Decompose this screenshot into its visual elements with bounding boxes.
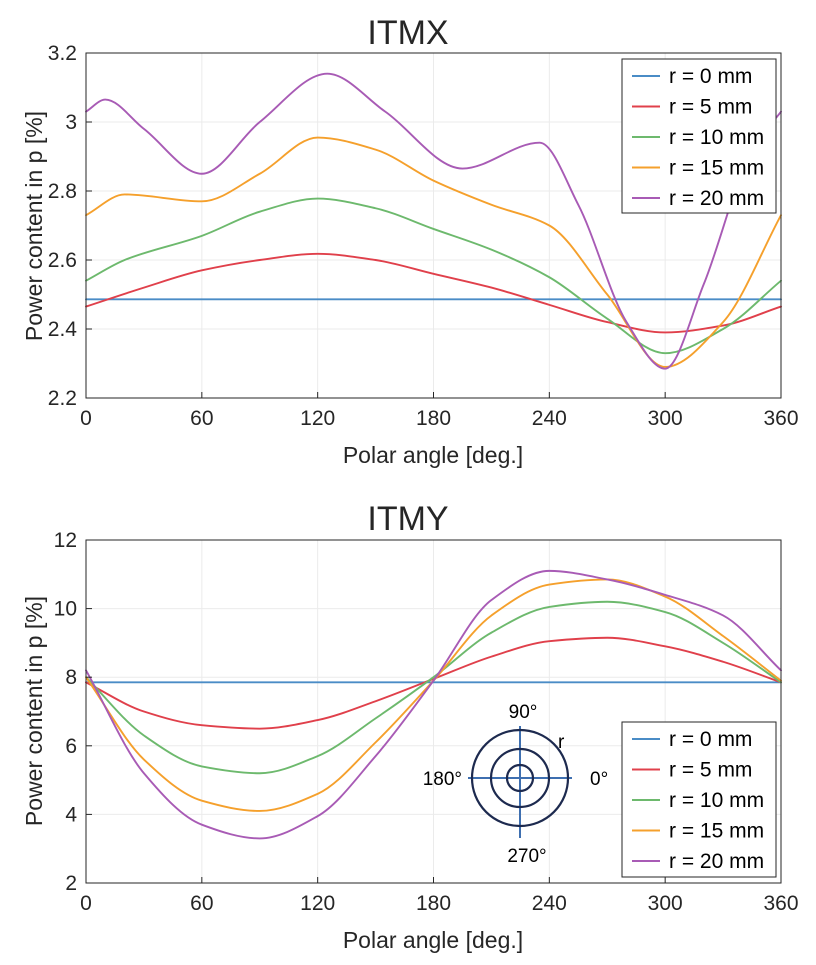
y-tick-label: 12 [54,529,77,552]
y-tick-label: 2.4 [48,318,78,341]
x-tick-label: 240 [532,407,567,430]
series-lines [85,72,782,370]
x-tick-label: 60 [190,892,213,915]
legend-label: r = 20 mm [669,187,764,210]
legend-label: r = 10 mm [669,126,764,149]
y-tick-label: 2.8 [48,180,77,203]
y-tick-label: 2.6 [48,249,77,272]
y-axis-label: Power content in p [%] [21,111,47,341]
x-axis-label: Polar angle [deg.] [343,927,523,953]
y-tick-label: 6 [65,735,77,758]
tick-labels: 0 60 120 180 240 300 360 2 4 6 8 10 12 [54,529,799,915]
polar-inset-diagram: 90° 270° 180° 0° r [423,702,608,867]
inset-middle-ring [489,747,551,809]
x-tick-label: 180 [416,407,451,430]
y-tick-label: 4 [65,803,77,826]
x-tick-label: 120 [300,407,335,430]
y-tick-label: 3 [65,111,77,134]
legend-label: r = 20 mm [669,850,764,873]
legend-label: r = 15 mm [669,157,764,180]
y-tick-label: 2 [65,872,77,895]
inset-label-0: 0° [590,769,608,790]
inset-label-r: r [558,732,565,753]
inset-label-90: 90° [509,702,538,723]
x-tick-label: 300 [648,407,683,430]
x-tick-label: 60 [190,407,213,430]
series-line-5 [85,569,782,840]
legend: r = 0 mm r = 5 mm r = 10 mm r = 15 mm r = 20… [621,721,777,878]
x-tick-label: 0 [80,407,92,430]
y-tick-label: 8 [65,666,77,689]
x-tick-label: 180 [416,892,451,915]
series-line-3 [85,197,782,355]
legend-label: r = 0 mm [669,728,752,751]
legend-label: r = 10 mm [669,789,764,812]
x-tick-label: 0 [80,892,92,915]
series-line-3 [85,600,782,775]
inset-inner-ring [505,763,535,793]
series-line-2 [85,252,782,334]
legend: r = 0 mm r = 5 mm r = 10 mm r = 15 mm r = 20… [621,58,777,214]
series-line-2 [85,636,782,730]
y-tick-label: 2.2 [48,387,77,410]
x-tick-label: 120 [300,892,335,915]
chart-title: ITMX [367,14,448,52]
x-tick-label: 360 [763,407,798,430]
tick-labels: 0 60 120 180 240 300 360 2.2 2.4 2.6 2.8 3 3.2 [48,42,799,430]
y-axis-label: Power content in p [%] [21,596,47,826]
series-lines [85,569,782,840]
y-tick-label: 3.2 [48,42,77,65]
chart-title: ITMY [367,500,448,538]
inset-label-180: 180° [423,769,462,790]
chart-itmy: ITMY 0 60 120 180 240 300 360 2 4 6 8 10 12 Polar an… [21,500,799,953]
legend-label: r = 15 mm [669,820,764,843]
x-tick-label: 360 [763,892,798,915]
x-tick-label: 300 [648,892,683,915]
x-axis-label: Polar angle [deg.] [343,442,523,468]
x-tick-label: 240 [532,892,567,915]
legend-label: r = 5 mm [669,96,752,119]
inset-label-270: 270° [507,846,546,867]
legend-label: r = 5 mm [669,759,752,782]
y-tick-label: 10 [54,598,77,621]
chart-itmx: ITMX 0 60 120 180 240 300 3602.22.42.62.833.2 … [21,14,799,468]
inset-outer-ring [470,728,570,828]
legend-label: r = 0 mm [669,65,752,88]
series-line-5 [85,72,782,370]
series-line-4 [85,136,782,368]
